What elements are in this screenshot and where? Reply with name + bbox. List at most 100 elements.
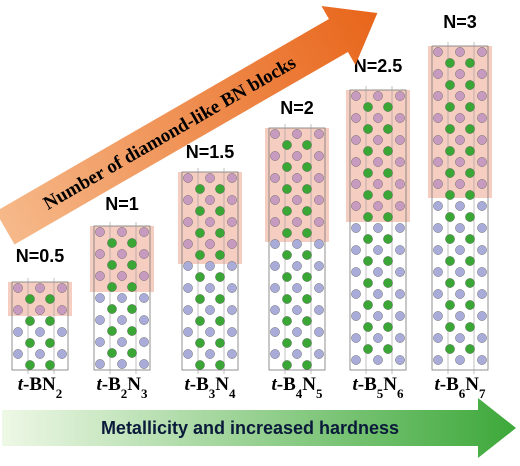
- atom: [383, 168, 393, 178]
- atom: [282, 184, 292, 194]
- atom: [433, 135, 443, 145]
- atom: [433, 223, 443, 233]
- atom: [455, 267, 465, 277]
- atom: [117, 227, 127, 237]
- atom: [351, 333, 361, 343]
- atom: [45, 316, 55, 326]
- atom: [107, 238, 117, 248]
- atom: [45, 294, 55, 304]
- atom: [227, 239, 237, 249]
- atom: [95, 315, 105, 325]
- unit-cell: [11, 281, 69, 371]
- formula-part: 7: [479, 386, 486, 401]
- structures: N=0.5t-BN2N=1t-B2N3N=1.5t-B3N4N=2t-B4N5N…: [8, 12, 492, 401]
- atom: [395, 223, 405, 233]
- atom: [445, 212, 455, 222]
- formula: t-B6N7: [434, 374, 486, 401]
- atom: [455, 69, 465, 79]
- atom: [373, 201, 383, 211]
- arrow-shape: [0, 6, 378, 245]
- atom: [227, 283, 237, 293]
- atom: [351, 245, 361, 255]
- atom: [139, 227, 149, 237]
- atom: [373, 333, 383, 343]
- atom: [383, 344, 393, 354]
- unit-cell: [349, 89, 407, 371]
- atom: [455, 311, 465, 321]
- atom: [351, 135, 361, 145]
- unit-cell: [268, 127, 326, 371]
- atom: [455, 179, 465, 189]
- atom: [107, 304, 117, 314]
- atom: [351, 289, 361, 299]
- atom: [363, 256, 373, 266]
- atom: [270, 261, 280, 271]
- atom: [455, 135, 465, 145]
- atom: [314, 217, 324, 227]
- atom: [205, 327, 215, 337]
- atom: [57, 283, 67, 293]
- formula: t-B5N6: [352, 374, 404, 401]
- atom: [383, 102, 393, 112]
- atom: [465, 58, 475, 68]
- atom: [35, 283, 45, 293]
- atom: [465, 300, 475, 310]
- unit-cell: [431, 45, 489, 371]
- atom: [215, 250, 225, 260]
- atom: [127, 282, 137, 292]
- atom: [363, 146, 373, 156]
- atom: [373, 245, 383, 255]
- atom: [465, 322, 475, 332]
- atom: [445, 146, 455, 156]
- atom: [35, 327, 45, 337]
- atom: [282, 360, 292, 370]
- atom: [107, 282, 117, 292]
- atom: [35, 349, 45, 359]
- atom: [433, 289, 443, 299]
- formula-part: N: [383, 374, 397, 395]
- atom: [183, 305, 193, 315]
- atom: [270, 217, 280, 227]
- atom: [282, 250, 292, 260]
- atom: [139, 337, 149, 347]
- atom: [292, 349, 302, 359]
- atom: [455, 289, 465, 299]
- atom: [25, 316, 35, 326]
- atom: [477, 245, 487, 255]
- green-arrow: Metallicity and increased hardness: [2, 398, 516, 458]
- n-label: N=0.5: [16, 246, 65, 266]
- atom: [455, 47, 465, 57]
- atom: [215, 338, 225, 348]
- atom: [383, 256, 393, 266]
- atom: [227, 217, 237, 227]
- atom: [455, 245, 465, 255]
- formula-part: N: [302, 374, 316, 395]
- atom: [314, 151, 324, 161]
- atom: [363, 322, 373, 332]
- atom: [292, 283, 302, 293]
- atom: [351, 355, 361, 365]
- atom: [455, 333, 465, 343]
- atom: [13, 327, 23, 337]
- arrow-label: Number of diamond-like BN blocks: [40, 52, 300, 214]
- atom: [465, 146, 475, 156]
- atom: [270, 195, 280, 205]
- atom: [205, 349, 215, 359]
- atom: [363, 124, 373, 134]
- atom: [195, 316, 205, 326]
- atom: [127, 260, 137, 270]
- atom: [117, 315, 127, 325]
- atom: [373, 289, 383, 299]
- formula-part: t: [271, 374, 277, 395]
- atom: [477, 91, 487, 101]
- atom: [57, 327, 67, 337]
- atom: [433, 267, 443, 277]
- atom: [395, 179, 405, 189]
- atom: [13, 305, 23, 315]
- atom: [302, 294, 312, 304]
- atom: [282, 338, 292, 348]
- atom: [117, 337, 127, 347]
- atom: [445, 256, 455, 266]
- atom: [215, 316, 225, 326]
